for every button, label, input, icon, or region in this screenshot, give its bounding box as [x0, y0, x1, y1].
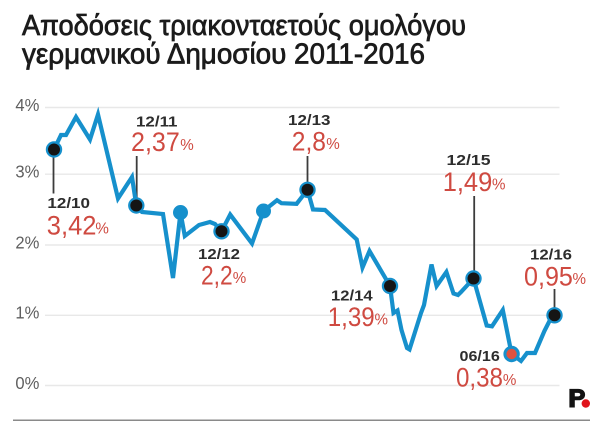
svg-text:%: % [573, 271, 587, 288]
svg-text:2,8: 2,8 [292, 126, 326, 156]
svg-text:0,95: 0,95 [524, 262, 573, 292]
svg-text:2,37: 2,37 [131, 127, 180, 157]
svg-text:0,38: 0,38 [456, 362, 503, 392]
svg-text:2%: 2% [15, 232, 39, 252]
svg-text:12/15: 12/15 [447, 153, 491, 169]
svg-text:%: % [326, 136, 340, 153]
svg-text:1,49: 1,49 [443, 167, 493, 197]
svg-text:1,39: 1,39 [328, 302, 375, 332]
svg-text:1%: 1% [15, 303, 39, 323]
svg-text:12/16: 12/16 [530, 248, 572, 264]
svg-text:12/13: 12/13 [288, 113, 331, 129]
svg-text:%: % [233, 270, 247, 287]
svg-text:3,42: 3,42 [47, 211, 97, 241]
svg-text:12/12: 12/12 [198, 247, 240, 263]
svg-text:%: % [95, 221, 109, 238]
svg-text:%: % [503, 372, 517, 389]
svg-text:12/10: 12/10 [47, 196, 90, 212]
svg-text:2,2: 2,2 [201, 261, 233, 291]
svg-text:%: % [492, 177, 506, 194]
svg-text:12/14: 12/14 [331, 289, 373, 305]
svg-text:Αποδόσεις τριακονταετούς ομολό: Αποδόσεις τριακονταετούς ομολόγου [22, 10, 466, 42]
svg-text:γερμανικού Δημοσίου 2011-2016: γερμανικού Δημοσίου 2011-2016 [22, 39, 425, 71]
svg-text:4%: 4% [15, 95, 39, 115]
svg-text:06/16: 06/16 [460, 349, 500, 365]
svg-text:3%: 3% [15, 162, 39, 182]
svg-text:12/11: 12/11 [136, 115, 178, 131]
svg-text:%: % [180, 137, 194, 154]
svg-text:0%: 0% [15, 373, 39, 393]
svg-text:%: % [375, 312, 389, 329]
